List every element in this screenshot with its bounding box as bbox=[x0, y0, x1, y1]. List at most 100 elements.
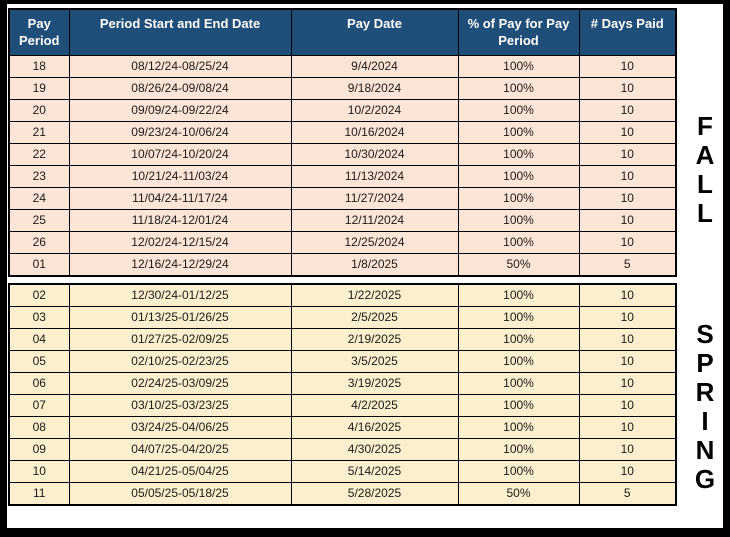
table-cell: 50% bbox=[457, 481, 580, 505]
table-cell: 100% bbox=[457, 349, 580, 373]
table-cell: 21 bbox=[8, 120, 70, 144]
table-row: 11 05/05/25-05/18/25 5/28/2025 50% 5 bbox=[8, 481, 677, 505]
table-cell: 01 bbox=[8, 252, 70, 276]
table-cell: 100% bbox=[457, 208, 580, 232]
table-cell: 100% bbox=[457, 415, 580, 439]
table-row: 01 12/16/24-12/29/24 1/8/2025 50% 5 bbox=[8, 252, 677, 276]
table-cell: 19 bbox=[8, 76, 70, 100]
table-cell: 03 bbox=[8, 305, 70, 329]
table-cell: 10 bbox=[578, 164, 677, 188]
table-row: 18 08/12/24-08/25/24 9/4/2024 100% 10 bbox=[8, 54, 677, 78]
table-cell: 5 bbox=[578, 252, 677, 276]
table-cell: 11/13/2024 bbox=[290, 164, 459, 188]
fall-pay-table: Pay Period Period Start and End Date Pay D… bbox=[8, 8, 677, 277]
table-cell: 26 bbox=[8, 230, 70, 254]
spring-pay-table: 02 12/30/24-01/12/25 1/22/2025 100% 10 03 01/1… bbox=[8, 282, 677, 506]
table-cell: 11/27/2024 bbox=[290, 186, 459, 210]
table-cell: 08/26/24-09/08/24 bbox=[68, 76, 292, 100]
table-cell: 100% bbox=[457, 186, 580, 210]
table-cell: 100% bbox=[457, 76, 580, 100]
table-cell: 01/27/25-02/09/25 bbox=[68, 327, 292, 351]
table-cell: 03/24/25-04/06/25 bbox=[68, 415, 292, 439]
table-cell: 1/22/2025 bbox=[290, 283, 459, 307]
table-row: 05 02/10/25-02/23/25 3/5/2025 100% 10 bbox=[8, 349, 677, 373]
table-cell: 09 bbox=[8, 437, 70, 461]
table-row: 03 01/13/25-01/26/25 2/5/2025 100% 10 bbox=[8, 305, 677, 329]
table-cell: 10 bbox=[578, 76, 677, 100]
table-cell: 12/02/24-12/15/24 bbox=[68, 230, 292, 254]
table-cell: 4/2/2025 bbox=[290, 393, 459, 417]
table-cell: 18 bbox=[8, 54, 70, 78]
table-cell: 10 bbox=[578, 393, 677, 417]
column-header-days-paid: # Days Paid bbox=[578, 8, 677, 56]
table-cell: 12/25/2024 bbox=[290, 230, 459, 254]
table-cell: 10/07/24-10/20/24 bbox=[68, 142, 292, 166]
table-row: 22 10/07/24-10/20/24 10/30/2024 100% 10 bbox=[8, 142, 677, 166]
table-cell: 10 bbox=[8, 459, 70, 483]
table-cell: 5/14/2025 bbox=[290, 459, 459, 483]
table-cell: 100% bbox=[457, 98, 580, 122]
table-cell: 08 bbox=[8, 415, 70, 439]
table-row: 08 03/24/25-04/06/25 4/16/2025 100% 10 bbox=[8, 415, 677, 439]
table-cell: 12/30/24-01/12/25 bbox=[68, 283, 292, 307]
table-cell: 100% bbox=[457, 459, 580, 483]
table-cell: 10 bbox=[578, 305, 677, 329]
season-letter: G bbox=[694, 464, 716, 494]
table-cell: 24 bbox=[8, 186, 70, 210]
table-cell: 05/05/25-05/18/25 bbox=[68, 481, 292, 505]
table-cell: 10 bbox=[578, 98, 677, 122]
table-row: 21 09/23/24-10/06/24 10/16/2024 100% 10 bbox=[8, 120, 677, 144]
table-cell: 11/04/24-11/17/24 bbox=[68, 186, 292, 210]
table-row: 07 03/10/25-03/23/25 4/2/2025 100% 10 bbox=[8, 393, 677, 417]
table-cell: 10 bbox=[578, 415, 677, 439]
season-letter: L bbox=[697, 198, 713, 228]
table-cell: 23 bbox=[8, 164, 70, 188]
table-cell: 10 bbox=[578, 349, 677, 373]
table-row: 19 08/26/24-09/08/24 9/18/2024 100% 10 bbox=[8, 76, 677, 100]
table-cell: 9/18/2024 bbox=[290, 76, 459, 100]
table-cell: 09/09/24-09/22/24 bbox=[68, 98, 292, 122]
table-cell: 100% bbox=[457, 164, 580, 188]
table-cell: 100% bbox=[457, 393, 580, 417]
table-cell: 09/23/24-10/06/24 bbox=[68, 120, 292, 144]
table-cell: 05 bbox=[8, 349, 70, 373]
column-header-pay-date: Pay Date bbox=[290, 8, 459, 56]
table-cell: 50% bbox=[457, 252, 580, 276]
table-cell: 3/5/2025 bbox=[290, 349, 459, 373]
table-cell: 25 bbox=[8, 208, 70, 232]
table-cell: 10 bbox=[578, 327, 677, 351]
table-cell: 3/19/2025 bbox=[290, 371, 459, 395]
table-cell: 10 bbox=[578, 120, 677, 144]
season-letter: I bbox=[701, 406, 709, 436]
table-row: 04 01/27/25-02/09/25 2/19/2025 100% 10 bbox=[8, 327, 677, 351]
column-header-pay-period: Pay Period bbox=[8, 8, 70, 56]
table-cell: 04/07/25-04/20/25 bbox=[68, 437, 292, 461]
table-row: 10 04/21/25-05/04/25 5/14/2025 100% 10 bbox=[8, 459, 677, 483]
table-cell: 10/30/2024 bbox=[290, 142, 459, 166]
table-cell: 10 bbox=[578, 142, 677, 166]
table-cell: 2/5/2025 bbox=[290, 305, 459, 329]
table-cell: 2/19/2025 bbox=[290, 327, 459, 351]
table-cell: 100% bbox=[457, 120, 580, 144]
table-cell: 10 bbox=[578, 283, 677, 307]
table-row: 20 09/09/24-09/22/24 10/2/2024 100% 10 bbox=[8, 98, 677, 122]
table-cell: 02/10/25-02/23/25 bbox=[68, 349, 292, 373]
table-cell: 5 bbox=[578, 481, 677, 505]
table-row: 02 12/30/24-01/12/25 1/22/2025 100% 10 bbox=[8, 283, 677, 307]
table-cell: 07 bbox=[8, 393, 70, 417]
season-letter: P bbox=[696, 348, 714, 378]
table-cell: 10 bbox=[578, 208, 677, 232]
table-cell: 100% bbox=[457, 230, 580, 254]
column-header-period-start-end-date: Period Start and End Date bbox=[68, 8, 292, 56]
table-cell: 06 bbox=[8, 371, 70, 395]
table-row: 24 11/04/24-11/17/24 11/27/2024 100% 10 bbox=[8, 186, 677, 210]
pay-schedule: Pay Period Period Start and End Date Pay D… bbox=[8, 8, 677, 506]
table-cell: 10 bbox=[578, 459, 677, 483]
table-cell: 10/21/24-11/03/24 bbox=[68, 164, 292, 188]
table-cell: 10 bbox=[578, 230, 677, 254]
fall-table-body: 18 08/12/24-08/25/24 9/4/2024 100% 10 19 08/26… bbox=[8, 54, 677, 276]
table-row: 26 12/02/24-12/15/24 12/25/2024 100% 10 bbox=[8, 230, 677, 254]
season-letter: S bbox=[696, 319, 714, 349]
